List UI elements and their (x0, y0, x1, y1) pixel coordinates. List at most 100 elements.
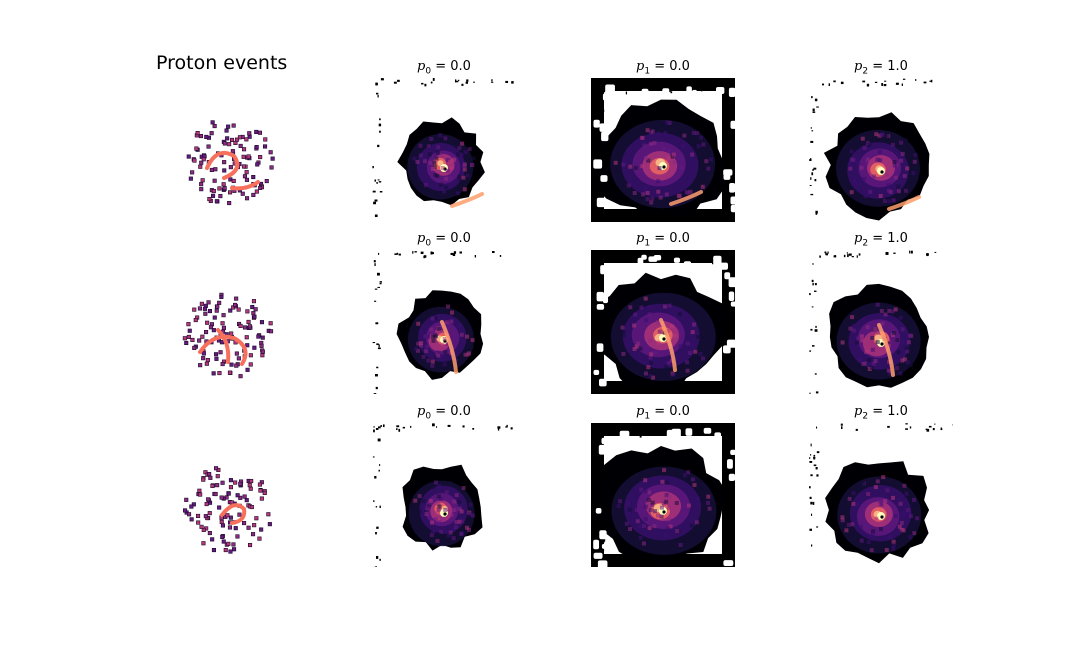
event-hit (254, 516, 259, 521)
heatmap-mask-hole (599, 378, 607, 387)
heatmap-speck (595, 296, 597, 299)
proton-event-image (172, 455, 282, 565)
heatmap-speck (816, 526, 819, 528)
heatmap-cell (843, 508, 848, 512)
heatmap-speck (810, 474, 813, 477)
event-hit (198, 492, 203, 497)
heatmap-cell (912, 504, 917, 509)
heatmap-speck (811, 513, 813, 516)
heatmap-cell (449, 319, 454, 324)
heatmap-mask-hole (600, 175, 608, 182)
event-hit (195, 130, 200, 136)
heatmap-cell (667, 303, 672, 308)
heatmap-cell (650, 196, 655, 201)
heatmap-cell (456, 191, 461, 196)
heatmap-speck (810, 454, 812, 456)
heatmap-cell (871, 529, 876, 534)
event-hit (230, 149, 235, 154)
event-hit (244, 498, 249, 503)
heatmap-cell (459, 152, 464, 157)
heatmap-speck (629, 389, 632, 392)
heatmap-cell (441, 516, 446, 521)
event-hit (233, 526, 238, 531)
event-hit (183, 508, 188, 513)
heatmap-cell (859, 538, 864, 543)
event-hit (248, 486, 253, 491)
heatmap-cell (667, 149, 671, 153)
heatmap-speck (635, 553, 638, 555)
event-hit (247, 134, 252, 139)
heatmap-speck (668, 85, 671, 88)
heatmap-cell (879, 309, 884, 313)
heatmap-cell (648, 508, 653, 513)
heatmap-cell (650, 500, 655, 505)
heatmap-cell (646, 365, 651, 370)
heatmap-cell (439, 324, 444, 329)
heatmap-speck (855, 428, 858, 431)
heatmap-cell (656, 131, 661, 136)
heatmap-mask-hole (716, 87, 725, 95)
heatmap-speck (726, 87, 729, 91)
heatmap-speck (814, 290, 817, 292)
event-hit (209, 167, 214, 173)
heatmap-cell (428, 160, 433, 165)
heatmap-speck (625, 565, 629, 567)
heatmap-speck (810, 443, 812, 447)
heatmap-cell (442, 337, 447, 341)
heatmap-speck (815, 391, 819, 394)
event-hit (249, 504, 254, 510)
heatmap-cell (904, 491, 909, 496)
event-hit (228, 485, 234, 490)
panel-title: p1 = 0.0 (636, 59, 690, 77)
heatmap-speck (602, 89, 605, 91)
heatmap-cell (656, 320, 660, 325)
heatmap-speck (377, 438, 381, 442)
heatmap-cell (436, 502, 441, 507)
heatmap-cell (887, 199, 892, 204)
heatmap-speck (660, 383, 663, 385)
heatmap-speck (809, 350, 812, 352)
heatmap-cell (429, 137, 434, 141)
heatmap-speck (810, 140, 814, 143)
heatmap-cell (634, 508, 639, 513)
heatmap-mask-hole (730, 301, 735, 307)
heatmap-speck (472, 428, 475, 430)
heatmap-cell (642, 143, 647, 148)
event-hit (189, 504, 194, 509)
heatmap-cell (656, 189, 661, 194)
heatmap-speck (491, 81, 494, 83)
heatmap-speck (599, 260, 602, 264)
heatmap-speck (595, 511, 598, 515)
heatmap-cell (898, 371, 903, 376)
heatmap-cell (890, 142, 895, 147)
heatmap-speck (373, 500, 375, 502)
event-hit (252, 345, 257, 350)
heatmap-speck (905, 428, 908, 430)
heatmap-cell (638, 535, 643, 540)
event-hit (221, 539, 226, 544)
heatmap-cell (695, 131, 700, 136)
heatmap-cell (905, 166, 910, 171)
heatmap-speck (728, 557, 731, 560)
event-hit (242, 494, 247, 499)
heatmap-cell (646, 516, 651, 521)
heatmap-speck (813, 167, 817, 170)
event-hit (219, 294, 224, 299)
heatmap-cell (679, 165, 684, 170)
event-hit (269, 165, 274, 170)
heatmap-mask-hole (599, 530, 607, 540)
heatmap-cell (888, 535, 893, 539)
heatmap-speck (432, 251, 434, 255)
heatmap-cell (438, 133, 443, 138)
saliency-map-panel (591, 78, 735, 222)
heatmap-cell (639, 305, 644, 310)
heatmap-cell (460, 141, 465, 146)
heatmap-cell (879, 132, 884, 137)
event-hit (227, 201, 232, 206)
heatmap-cell (678, 543, 683, 547)
heatmap-cell (859, 334, 864, 339)
heatmap-speck (474, 255, 477, 258)
heatmap-speck (453, 251, 457, 254)
heatmap-cell (643, 478, 648, 483)
heatmap-cell (891, 539, 896, 544)
